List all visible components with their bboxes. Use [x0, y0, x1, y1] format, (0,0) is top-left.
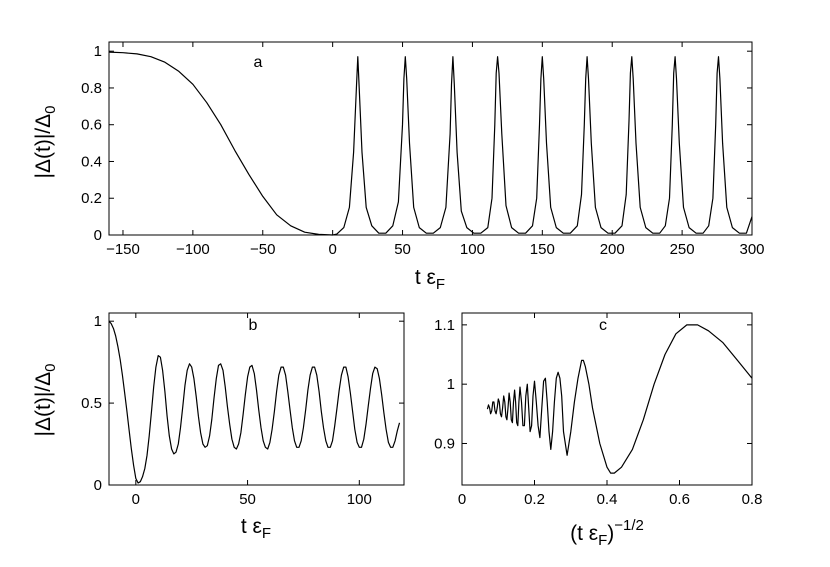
panel-c-xtick-label: 0 [458, 491, 466, 508]
panel-b-ytick-label: 0 [94, 477, 102, 494]
panel-b-xtick-label: 0 [132, 491, 140, 508]
panel-b-frame [108, 312, 405, 486]
panel-c-letter: c [599, 317, 607, 334]
panel-a-letter: a [254, 54, 263, 71]
panel-a-ytick-label: 0.8 [81, 80, 102, 97]
panel-a-ytick-label: 0 [94, 227, 102, 244]
panel-a: a −150 −100 −50 0 50 100 150 200 250 300 0 0.2 0.4 0.… [32, 41, 765, 293]
panel-a-series-line [108, 51, 753, 236]
panel-a-ytick-label: 0.2 [81, 190, 102, 207]
panel-c-series-line [486, 324, 753, 474]
panel-c-ytick-label: 1.1 [434, 317, 455, 334]
panel-a-xtick-label: −50 [250, 241, 275, 258]
panel-a-xtick-label: −100 [176, 241, 210, 258]
panel-a-ytick-label: 0.6 [81, 117, 102, 134]
panel-c-xtick-label: 0.8 [742, 491, 763, 508]
panel-b-ytick-label: 1 [94, 313, 102, 330]
panel-c-ytick-label: 1 [447, 376, 455, 393]
panel-c-xtick-label: 0.6 [669, 491, 690, 508]
panel-a-xtick-label: 100 [460, 241, 485, 258]
panel-b-letter: b [249, 317, 258, 334]
panel-b-ticks: 0 50 100 0 0.5 1 [81, 313, 404, 508]
panel-b-xtick-label: 100 [347, 491, 372, 508]
panel-a-xtick-label: 50 [394, 241, 411, 258]
panel-c-xtick-label: 0.2 [524, 491, 545, 508]
panel-a-xtick-label: 150 [530, 241, 555, 258]
panel-a-ticks: −150 −100 −50 0 50 100 150 200 250 300 0 0.2 0.4 0.6 0… [81, 42, 765, 258]
panel-a-xtick-label: 0 [328, 241, 336, 258]
panel-a-ytick-label: 0.4 [81, 153, 102, 170]
panel-c-xtick-label: 0.4 [597, 491, 618, 508]
panel-a-xtick-label: 300 [739, 241, 764, 258]
panel-a-xtick-label: −150 [106, 241, 140, 258]
panel-a-ytick-label: 1 [94, 43, 102, 60]
panel-b-series-line [108, 320, 401, 484]
panel-b-ytick-label: 0.5 [81, 395, 102, 412]
panel-c-ytick-label: 0.9 [434, 435, 455, 452]
panel-b-ylabel: |Δ(t)|/Δ0 [32, 364, 59, 437]
panel-b-xtick-label: 50 [239, 491, 256, 508]
panel-c-ticks: 0 0.2 0.4 0.6 0.8 0.9 1 1.1 [434, 313, 762, 508]
panel-a-xtick-label: 200 [600, 241, 625, 258]
panel-a-ylabel: |Δ(t)|/Δ0 [32, 106, 59, 179]
panel-a-frame [108, 41, 753, 236]
panel-a-xtick-label: 250 [670, 241, 695, 258]
